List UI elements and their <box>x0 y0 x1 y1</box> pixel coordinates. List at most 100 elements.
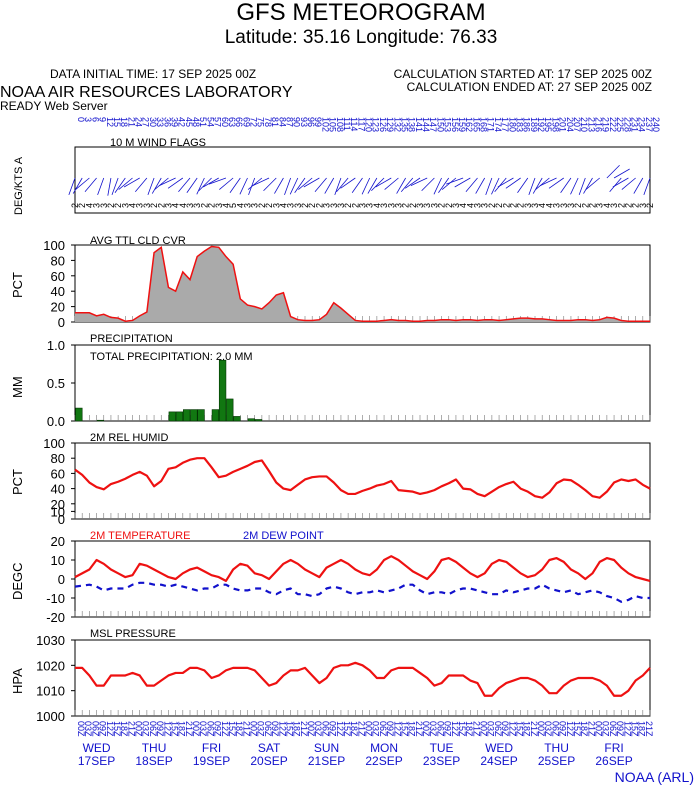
top-hour-label: 219 <box>601 117 611 132</box>
top-hour-label: 147 <box>428 117 438 132</box>
bottom-hour-label: 03Z <box>256 721 266 737</box>
top-hour-label: 207 <box>572 117 582 132</box>
top-hour-label: 159 <box>457 117 467 132</box>
wind-panel-label: 10 M WIND FLAGS <box>110 137 206 149</box>
bottom-hour-label: 18Z <box>177 721 187 737</box>
y-tick-label: 0.0 <box>47 414 65 429</box>
y-tick-label: 100 <box>43 436 65 451</box>
top-hour-label: 114 <box>349 117 359 131</box>
bottom-hour-label: 12Z <box>162 721 172 737</box>
bottom-hour-label: 15Z <box>112 721 122 737</box>
wind-barb <box>540 177 557 186</box>
temp-panel-ylabel: DEGC <box>10 562 25 600</box>
wind-speed-label: 3 <box>163 203 173 208</box>
wind-barb <box>497 177 514 188</box>
wind-barb <box>609 177 622 193</box>
top-hour-label: 177 <box>500 117 510 132</box>
wind-speed-label: 2 <box>300 203 310 208</box>
bottom-hour-label: 18Z <box>522 721 532 737</box>
wind-barb <box>274 177 284 194</box>
top-hour-label: 165 <box>471 117 481 132</box>
wind-speed-label: 3 <box>638 203 648 208</box>
bottom-hour-label: 06Z <box>263 721 273 737</box>
wind-barb <box>606 164 620 179</box>
panel-frame <box>74 540 651 618</box>
wind-speed-label: 5 <box>228 203 238 208</box>
wind-barbs-group <box>68 164 651 196</box>
bottom-hour-label: 03Z <box>543 721 553 737</box>
top-hour-label: 234 <box>637 117 647 132</box>
bottom-hour-label: 00Z <box>364 721 374 737</box>
bottom-hour-label: 03Z <box>371 721 381 737</box>
wind-speed-label: 2 <box>401 203 411 208</box>
rh-panel-ylabel: PCT <box>10 469 25 495</box>
wind-speed-label: 2 <box>573 203 583 208</box>
top-hour-label: 21 <box>126 117 136 127</box>
top-hour-label: 210 <box>579 117 589 132</box>
precip-bar <box>96 419 105 422</box>
wind-barb <box>396 177 406 194</box>
wind-barb <box>294 177 306 193</box>
precip-bar <box>197 409 205 422</box>
bottom-hour-label: 21Z <box>586 721 596 737</box>
wind-speed-label: 2 <box>494 203 504 208</box>
wind-speed-label: 3 <box>243 203 253 208</box>
dewpoint-panel-label: 2M DEW POINT <box>243 530 324 542</box>
wind-barb <box>114 177 126 193</box>
bottom-hour-label: 00Z <box>76 721 86 737</box>
top-hour-label: 6 <box>90 117 100 122</box>
wind-speed-label: 4 <box>221 203 231 208</box>
wind-barb <box>284 177 292 196</box>
wind-speed-label: 3 <box>214 203 224 208</box>
wind-panel-frame <box>74 146 651 214</box>
wind-barb <box>465 177 478 193</box>
day-date-label: 20SEP <box>250 754 287 768</box>
top-hour-label: 144 <box>421 117 431 132</box>
bottom-hour-label: 15Z <box>457 721 467 737</box>
top-hour-label: 81 <box>270 117 280 127</box>
panel-frame <box>74 639 651 717</box>
wind-barb <box>361 177 371 195</box>
bottom-hour-label: 21Z <box>126 721 136 737</box>
day-of-week-label: MON <box>370 741 398 755</box>
top-hour-label: 132 <box>392 117 402 132</box>
bottom-hour-label: 15Z <box>514 721 524 737</box>
bottom-hour-label: 09Z <box>385 721 395 737</box>
precip-bar <box>254 419 263 422</box>
wind-barb <box>446 177 464 185</box>
wind-barb <box>123 177 140 188</box>
top-hour-label: 54 <box>205 117 215 127</box>
wind-barb <box>247 177 263 190</box>
y-tick-label: 20 <box>51 300 65 315</box>
y-tick-label: 80 <box>51 451 65 466</box>
wind-barb <box>528 177 536 196</box>
wind-barb <box>84 177 97 193</box>
wind-speed-label: 3 <box>92 203 102 208</box>
precip-bar <box>168 411 176 422</box>
wind-barb <box>643 177 651 196</box>
wind-speed-label: 3 <box>142 203 152 208</box>
wind-barb <box>612 177 629 188</box>
wind-speed-label: 2 <box>444 203 454 208</box>
wind-speed-label: 3 <box>293 203 303 208</box>
temperature-panel: 2M TEMPERATURE 2M DEW POINT DEGC -20 -10 0… <box>10 530 651 625</box>
day-of-week-label: TUE <box>430 741 454 755</box>
wind-speed-label: 2 <box>307 203 317 208</box>
top-hour-label: 72 <box>249 117 259 127</box>
wind-speed-label: 3 <box>480 203 490 208</box>
wind-barb <box>252 177 270 186</box>
day-of-week-label: SUN <box>314 741 339 755</box>
top-hour-label: 78 <box>263 117 273 127</box>
bottom-hour-label: 06Z <box>493 721 503 737</box>
wind-flags-panel: 10 M WIND FLAGS DEG/KTS A 22433223433223… <box>13 137 655 215</box>
top-hour-label: 168 <box>479 117 489 132</box>
top-hour-label: 48 <box>191 117 201 127</box>
top-hour-label: 174 <box>493 117 503 132</box>
wind-speed-label: 4 <box>84 203 94 208</box>
top-hour-label: 156 <box>450 117 460 132</box>
top-hour-label: 180 <box>507 117 517 132</box>
y-tick-label: 0 <box>58 315 65 330</box>
bottom-hour-label: 00Z <box>306 721 316 737</box>
wind-speed-label: 4 <box>278 203 288 208</box>
top-hour-label: 84 <box>277 117 287 127</box>
